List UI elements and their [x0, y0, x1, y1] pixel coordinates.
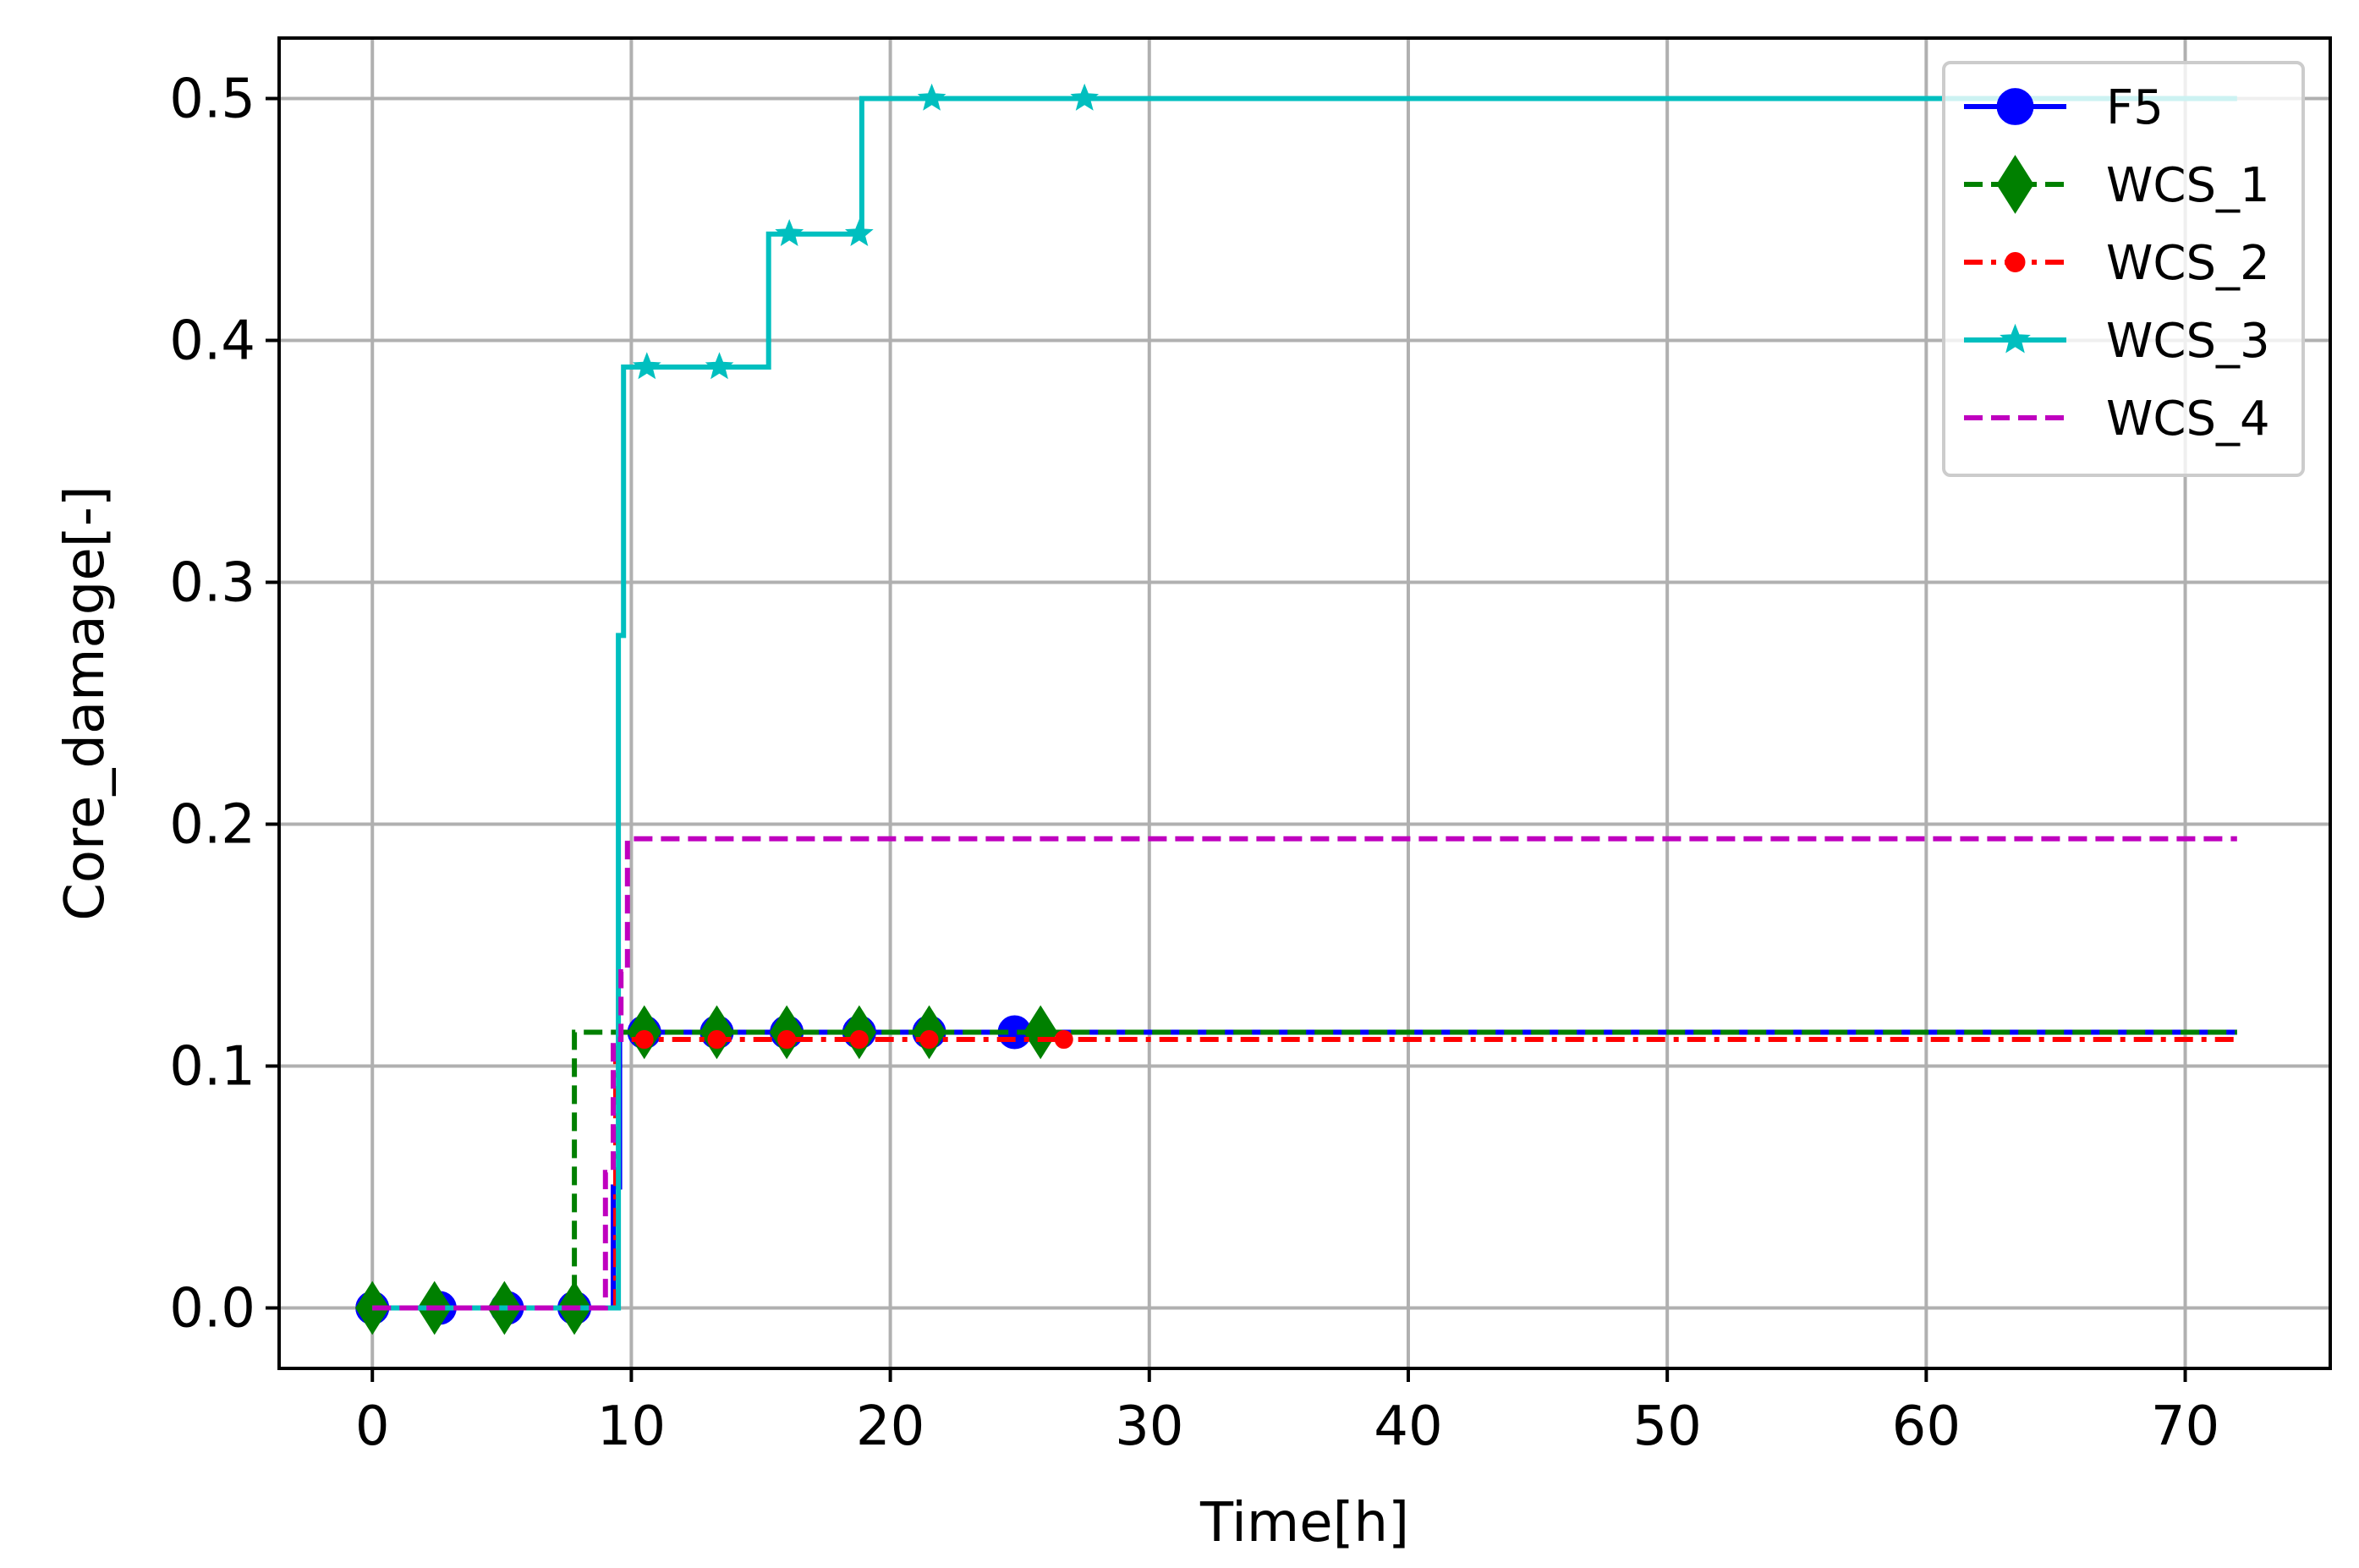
series-wcs-3-marker: [775, 218, 804, 247]
series-wcs-3-marker: [705, 352, 734, 380]
series-wcs-2-line: [372, 1037, 2237, 1311]
x-axis-label: Time[h]: [1199, 1492, 1409, 1554]
series-wcs-3: [372, 83, 2237, 1311]
y-tick-label: 0.1: [169, 1036, 255, 1099]
legend-label-wcs-2: WCS_2: [2106, 236, 2270, 291]
y-tick-label: 0.2: [169, 794, 255, 857]
y-tick-label: 0.0: [169, 1278, 255, 1340]
series-wcs-2-marker: [707, 1030, 727, 1050]
y-tick-label: 0.3: [169, 552, 255, 615]
y-tick-label: 0.4: [169, 310, 255, 373]
series-wcs-4-line: [372, 836, 2237, 1311]
x-tick-label: 70: [2151, 1395, 2219, 1458]
series-wcs-3-marker: [845, 218, 874, 247]
x-tick-label: 50: [1632, 1395, 1701, 1458]
series-wcs-2-marker: [634, 1030, 654, 1050]
ticks: 0 10 20 30 40 50 60 70 0.0 0.1 0.2 0.3 0.4 0.5: [169, 69, 2219, 1459]
axes-frame: [277, 36, 2332, 1370]
series-wcs-2-marker: [849, 1030, 869, 1050]
series-wcs-1-marker: [1023, 1005, 1058, 1060]
legend: F5 WCS_1 WCS_2 WCS_3 WCS_4: [1942, 61, 2305, 477]
series-wcs-4: [372, 836, 2237, 1311]
series-wcs-2: [372, 1030, 2237, 1311]
x-tick-label: 40: [1374, 1395, 1442, 1458]
series-wcs-2-marker: [777, 1030, 797, 1050]
y-axis-label: Core_damage[-]: [54, 485, 117, 921]
series-layer: [355, 83, 2237, 1335]
x-tick-label: 0: [355, 1395, 390, 1458]
series-wcs-1-line: [372, 1029, 2237, 1311]
x-tick-label: 30: [1115, 1395, 1183, 1458]
series-wcs-3-line: [372, 96, 2237, 1311]
legend-label-wcs-3: WCS_3: [2106, 314, 2270, 369]
series-wcs-3-marker: [1070, 83, 1100, 111]
series-wcs-2-marker: [919, 1030, 939, 1050]
series-wcs-2-marker: [1054, 1030, 1073, 1050]
legend-marker-wcs-2: [2005, 252, 2026, 272]
legend-label-wcs-4: WCS_4: [2106, 392, 2270, 447]
x-tick-label: 20: [856, 1395, 924, 1458]
y-tick-label: 0.5: [169, 69, 255, 131]
legend-marker-wcs-1: [1996, 155, 2034, 214]
x-tick-label: 10: [597, 1395, 666, 1458]
series-wcs-3-marker: [632, 352, 661, 380]
series-wcs-3-marker: [917, 83, 946, 111]
legend-marker-f5: [1996, 88, 2034, 125]
legend-label-wcs-1: WCS_1: [2106, 158, 2270, 213]
legend-label-f5: F5: [2106, 80, 2164, 135]
legend-marker-wcs-3: [2000, 323, 2031, 354]
x-tick-label: 60: [1892, 1395, 1961, 1458]
legend-box: [1942, 61, 2305, 477]
